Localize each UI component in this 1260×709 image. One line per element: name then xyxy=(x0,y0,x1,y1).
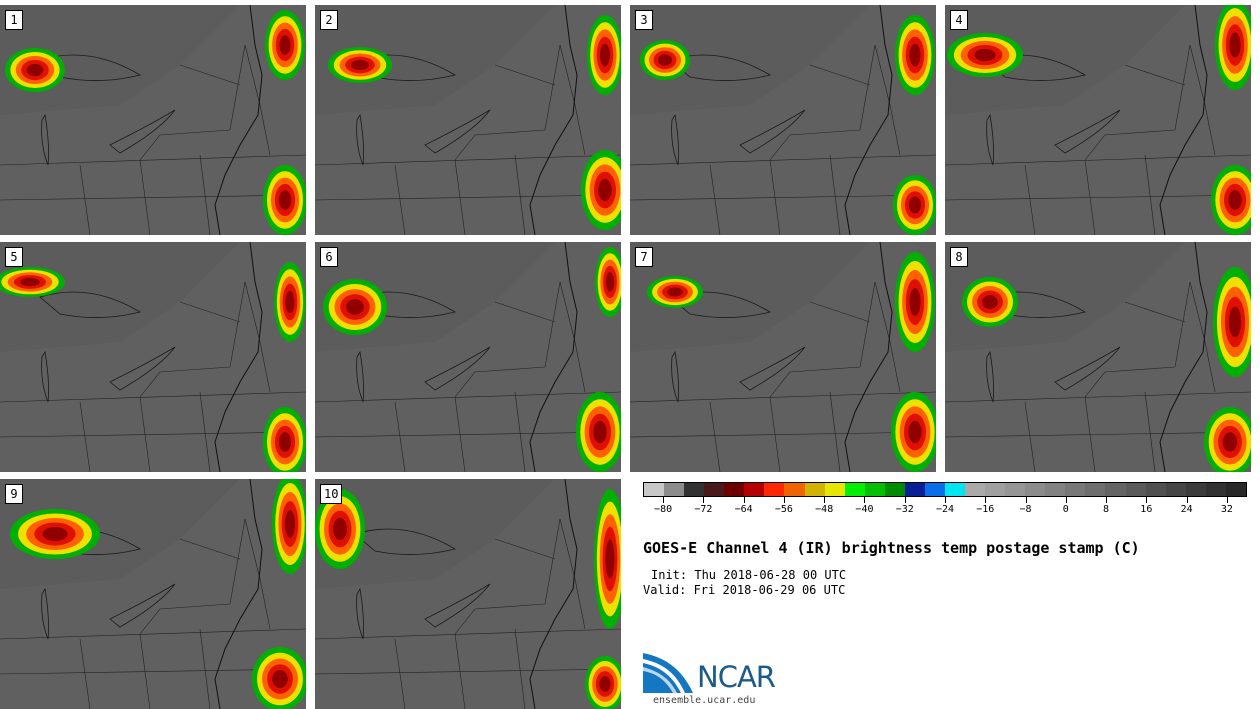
colorbar-segment xyxy=(724,483,745,496)
member-number-label: 4 xyxy=(950,10,968,30)
ir-satellite-map xyxy=(630,242,936,472)
colorbar-tick xyxy=(1186,497,1188,503)
member-number-label: 5 xyxy=(5,247,23,267)
colorbar-segment xyxy=(1025,483,1046,496)
member-number-label: 8 xyxy=(950,247,968,267)
init-time: Init: Thu 2018-06-28 00 UTC xyxy=(651,568,847,582)
colorbar-tick xyxy=(1106,497,1108,503)
member-number-label: 2 xyxy=(320,10,338,30)
ensemble-member-panel: 8 xyxy=(945,242,1251,472)
ir-satellite-map xyxy=(0,479,306,709)
colorbar-segment xyxy=(684,483,705,496)
colorbar-segment xyxy=(944,483,965,496)
member-number-label: 7 xyxy=(635,247,653,267)
colorbar-segment xyxy=(784,483,805,496)
colorbar-segment xyxy=(1185,483,1206,496)
colorbar-segment xyxy=(985,483,1006,496)
colorbar-tick-label: −72 xyxy=(694,504,713,515)
colorbar-segment xyxy=(1085,483,1106,496)
colorbar-tick-label: −16 xyxy=(976,504,995,515)
ensemble-member-panel: 3 xyxy=(630,5,936,235)
ensemble-member-panel: 5 xyxy=(0,242,306,472)
colorbar-segment xyxy=(1105,483,1126,496)
colorbar-segment xyxy=(864,483,885,496)
colorbar-tick xyxy=(864,497,866,503)
colorbar-segment xyxy=(644,483,665,496)
colorbar-segment xyxy=(1145,483,1166,496)
colorbar-tick-label: 0 xyxy=(1062,504,1069,515)
colorbar-ticks: −80 −72 −64 −56 −48 −40 −32 −24 −16 −8 0 8 16 24 32 xyxy=(643,497,1247,521)
colorbar-segment xyxy=(884,483,905,496)
ir-satellite-map xyxy=(315,479,621,709)
colorbar-tick xyxy=(743,497,745,503)
colorbar-tick-label: −48 xyxy=(815,504,834,515)
member-number-label: 6 xyxy=(320,247,338,267)
colorbar-tick xyxy=(945,497,946,503)
colorbar-segment xyxy=(1005,483,1026,496)
ir-satellite-map xyxy=(315,5,621,235)
colorbar-tick-label: −8 xyxy=(1019,504,1032,515)
colorbar-tick-label: −24 xyxy=(935,504,955,515)
ensemble-member-panel: 4 xyxy=(945,5,1251,235)
colorbar-tick xyxy=(1146,497,1148,503)
colorbar-tick xyxy=(904,497,906,503)
ensemble-member-panel: 6 xyxy=(315,242,621,472)
ir-satellite-map xyxy=(945,242,1251,472)
ensemble-member-panel: 2 xyxy=(315,5,621,235)
colorbar-tick-label: −56 xyxy=(774,504,793,515)
colorbar-tick xyxy=(985,497,987,503)
colorbar-segment xyxy=(824,483,845,496)
colorbar-tick-label: 32 xyxy=(1220,504,1233,515)
ensemble-member-panel: 10 xyxy=(315,479,621,709)
colorbar-segment xyxy=(1205,483,1226,496)
ensemble-member-panel: 9 xyxy=(0,479,306,709)
colorbar-segment xyxy=(924,483,945,496)
ir-satellite-map xyxy=(630,5,936,235)
colorbar-tick xyxy=(1226,497,1228,503)
colorbar-tick xyxy=(1025,497,1027,503)
ir-satellite-map xyxy=(0,5,306,235)
colorbar-segment xyxy=(844,483,865,496)
figure-title: GOES-E Channel 4 (IR) brightness temp po… xyxy=(643,539,1140,557)
ncar-logo-icon xyxy=(643,653,693,693)
colorbar-tick-label: 24 xyxy=(1180,504,1193,515)
website-link[interactable]: ensemble.ucar.edu xyxy=(653,695,756,706)
colorbar-segment xyxy=(804,483,825,496)
colorbar-segment xyxy=(904,483,925,496)
ncar-logo-text: NCAR xyxy=(697,660,776,694)
temperature-colorbar xyxy=(643,482,1247,497)
ensemble-member-panel: 7 xyxy=(630,242,936,472)
colorbar-tick-label: −40 xyxy=(855,504,874,515)
colorbar-segment xyxy=(744,483,765,496)
member-number-label: 3 xyxy=(635,10,653,30)
colorbar-segment xyxy=(704,483,725,496)
colorbar-tick xyxy=(663,497,665,503)
colorbar-segment xyxy=(1045,483,1066,496)
colorbar-tick xyxy=(824,497,826,503)
ir-satellite-map xyxy=(0,242,306,472)
colorbar-tick xyxy=(703,497,705,503)
colorbar-tick-label: −32 xyxy=(895,504,914,515)
colorbar-segment xyxy=(1065,483,1086,496)
member-number-label: 9 xyxy=(5,484,23,504)
colorbar-tick xyxy=(1065,497,1067,503)
colorbar-tick-label: −64 xyxy=(734,504,753,515)
ir-satellite-map xyxy=(945,5,1251,235)
valid-time: Valid: Fri 2018-06-29 06 UTC xyxy=(643,583,846,597)
colorbar-segment xyxy=(1225,483,1246,496)
colorbar-tick xyxy=(783,497,785,503)
colorbar-segment xyxy=(664,483,685,496)
member-number-label: 10 xyxy=(320,484,343,504)
colorbar-tick-label: 8 xyxy=(1103,504,1110,515)
ir-satellite-map xyxy=(315,242,621,472)
colorbar-segment xyxy=(764,483,785,496)
colorbar-segment xyxy=(1125,483,1146,496)
colorbar-tick-label: 16 xyxy=(1140,504,1153,515)
colorbar-tick-label: −80 xyxy=(654,504,673,515)
ensemble-member-panel: 1 xyxy=(0,5,306,235)
colorbar-segment xyxy=(1165,483,1186,496)
colorbar-segment xyxy=(965,483,986,496)
member-number-label: 1 xyxy=(5,10,23,30)
